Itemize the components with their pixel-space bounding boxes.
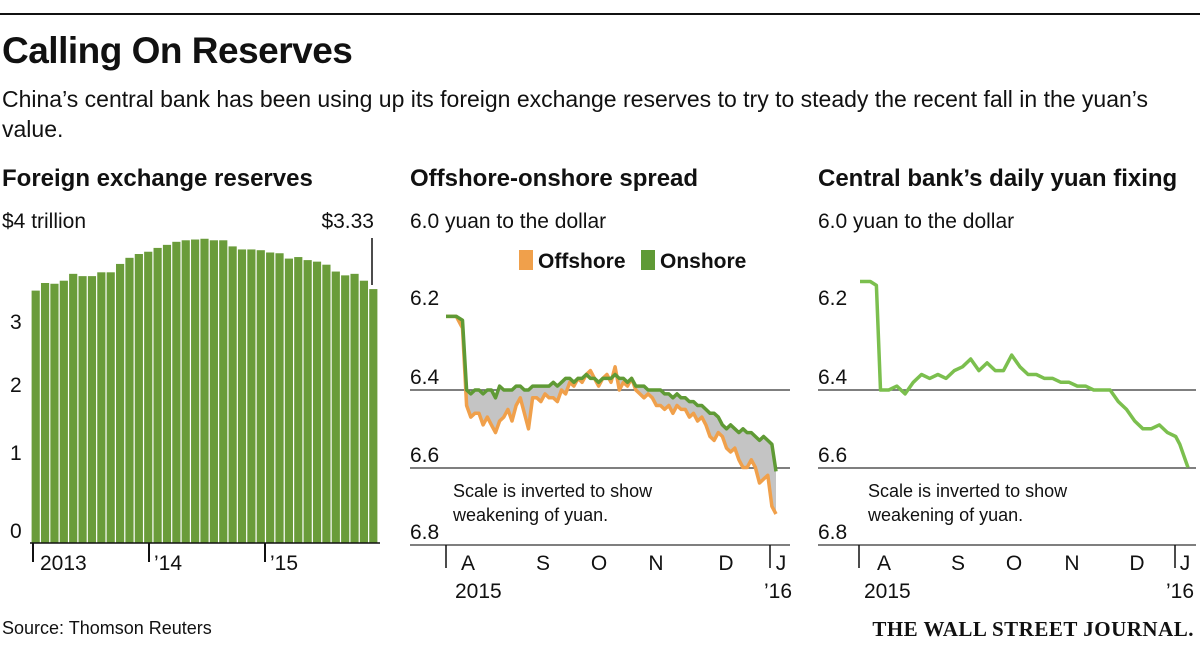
- reserves-end-label: $3.33: [321, 210, 374, 233]
- x-tick-label: J: [776, 552, 787, 575]
- y-tick-label: 0: [10, 520, 22, 543]
- spread-chart-title: Offshore-onshore spread: [410, 165, 698, 192]
- reserve-bar: [153, 247, 162, 543]
- reserve-bar: [341, 275, 350, 543]
- reserve-bars: [31, 238, 378, 544]
- year-label: ’16: [764, 580, 792, 603]
- y-tick-label: 6.2: [818, 287, 847, 310]
- reserve-bar: [31, 290, 40, 543]
- x-tick-label: ’15: [270, 552, 298, 575]
- reserve-bar: [359, 280, 369, 543]
- year-label: ’16: [1166, 580, 1194, 603]
- x-tick-label: D: [1129, 552, 1144, 575]
- reserve-bar: [144, 251, 153, 544]
- x-tick-label: J: [1180, 552, 1191, 575]
- reserve-bar: [78, 276, 87, 544]
- onshore-line: [446, 314, 778, 472]
- reserve-bar: [219, 240, 228, 544]
- y-tick-label: 6.6: [818, 444, 847, 467]
- reserve-bar: [116, 263, 125, 543]
- inverted-note: Scale is inverted to show: [868, 481, 1068, 501]
- fixing-line: [860, 279, 1190, 469]
- reserve-bar: [97, 272, 106, 543]
- y-tick-label: 2: [10, 374, 22, 397]
- page-subtitle: China’s central bank has been using up i…: [2, 86, 1149, 142]
- fixing-unit-label: 6.0 yuan to the dollar: [818, 210, 1014, 233]
- reserve-bar: [134, 254, 143, 543]
- x-tick-label: A: [877, 552, 891, 575]
- top-rule: [0, 13, 1200, 15]
- spread-unit-label: 6.0 yuan to the dollar: [410, 210, 606, 233]
- onshore-legend-label: Onshore: [660, 250, 746, 273]
- x-tick-label: N: [648, 552, 663, 575]
- reserve-bar: [50, 283, 59, 543]
- reserve-bar: [200, 238, 209, 543]
- reserves-chart: Foreign exchange reserves $4 trillion $3…: [2, 165, 380, 575]
- year-label: 2015: [864, 580, 911, 603]
- reserve-bar: [322, 264, 331, 543]
- spread-chart: Offshore-onshore spread 6.0 yuan to the …: [410, 165, 792, 603]
- offshore-line: [446, 314, 778, 515]
- wsj-logo: THE WALL STREET JOURNAL.: [872, 617, 1194, 641]
- reserve-bar: [256, 250, 265, 543]
- reserve-bar: [181, 240, 190, 544]
- reserves-unit-label: $4 trillion: [2, 210, 86, 233]
- y-tick-label: 6.8: [818, 521, 847, 544]
- reserve-bar: [284, 258, 293, 543]
- y-tick-label: 6.4: [818, 366, 848, 389]
- reserve-bar: [312, 261, 322, 543]
- page-title: Calling On Reserves: [2, 30, 353, 71]
- reserve-bar: [87, 276, 97, 544]
- reserves-chart-title: Foreign exchange reserves: [2, 165, 313, 192]
- x-tick-label: D: [718, 552, 733, 575]
- x-tick-label: S: [951, 552, 965, 575]
- fixing-chart-title: Central bank’s daily yuan fixing: [818, 165, 1177, 192]
- inverted-note: weakening of yuan.: [452, 505, 608, 525]
- y-tick-label: 1: [10, 442, 22, 465]
- y-tick-label: 6.4: [410, 366, 440, 389]
- source-note: Source: Thomson Reuters: [2, 618, 212, 638]
- x-tick-label: O: [1006, 552, 1022, 575]
- reserve-bar: [331, 271, 340, 543]
- reserve-bar: [209, 240, 218, 544]
- inverted-note: weakening of yuan.: [867, 505, 1023, 525]
- reserve-bar: [106, 272, 115, 543]
- x-tick-label: O: [591, 552, 607, 575]
- reserve-bar: [69, 273, 78, 543]
- x-tick-label: S: [536, 552, 550, 575]
- reserve-bar: [350, 273, 359, 543]
- reserve-bar: [191, 239, 200, 543]
- y-tick-label: 6.8: [410, 521, 439, 544]
- onshore-legend-swatch: [641, 250, 655, 270]
- reserve-bar: [237, 249, 247, 543]
- inverted-note: Scale is inverted to show: [453, 481, 653, 501]
- reserve-bar: [125, 257, 134, 543]
- reserve-bar: [59, 280, 68, 543]
- reserve-bar: [247, 249, 256, 543]
- x-tick-label: N: [1064, 552, 1079, 575]
- x-tick-label: 2013: [40, 552, 87, 575]
- fixing-chart: Central bank’s daily yuan fixing 6.0 yua…: [818, 165, 1196, 603]
- y-tick-label: 6.2: [410, 287, 439, 310]
- reserve-bar: [228, 246, 237, 543]
- reserve-bar: [369, 289, 378, 543]
- reserve-bar: [303, 260, 312, 543]
- reserve-bar: [162, 244, 172, 544]
- reserve-bar: [294, 257, 303, 543]
- y-tick-label: 6.6: [410, 444, 439, 467]
- y-tick-label: 3: [10, 311, 22, 334]
- year-label: 2015: [455, 580, 502, 603]
- reserve-bar: [172, 241, 181, 543]
- reserve-bar: [266, 252, 275, 544]
- offshore-legend-label: Offshore: [538, 250, 626, 273]
- x-tick-label: ’14: [154, 552, 182, 575]
- x-tick-label: A: [461, 552, 475, 575]
- reserve-bar: [275, 253, 284, 543]
- offshore-legend-swatch: [519, 250, 533, 270]
- reserve-bar: [40, 282, 50, 543]
